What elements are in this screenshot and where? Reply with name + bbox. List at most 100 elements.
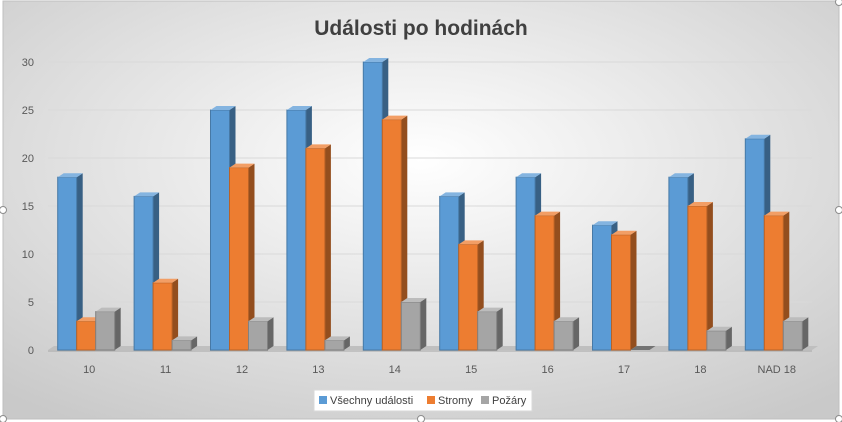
legend-label-all-events: Všechny události: [330, 395, 413, 407]
bar-front: [248, 320, 268, 351]
bar-side: [324, 144, 331, 350]
bar[interactable]: [400, 298, 427, 351]
bar-top: [592, 221, 618, 226]
bar-top: [153, 278, 179, 283]
bar-front: [668, 176, 689, 351]
bar-top: [286, 106, 312, 110]
bar[interactable]: [171, 336, 198, 351]
bar[interactable]: [152, 278, 179, 351]
bar[interactable]: [553, 317, 580, 351]
bar-top: [248, 317, 274, 322]
bar-top: [57, 173, 83, 178]
bar-side: [267, 317, 274, 350]
bar-side: [191, 336, 198, 350]
bar-front: [534, 215, 555, 351]
bar[interactable]: [706, 326, 732, 351]
bar[interactable]: [534, 211, 561, 351]
bar-side: [401, 115, 408, 350]
bar-side: [76, 173, 83, 350]
bar-side: [802, 317, 809, 350]
bar-front: [286, 109, 307, 351]
bar-front: [95, 311, 116, 351]
bar-top: [229, 163, 255, 168]
bar-top: [630, 346, 656, 350]
bar-side: [420, 298, 427, 350]
bar-side: [630, 230, 637, 350]
bar-front: [210, 109, 230, 351]
bar-side: [706, 202, 713, 350]
bar[interactable]: [477, 307, 503, 351]
bar-side: [783, 211, 790, 350]
bar-top: [706, 326, 732, 331]
bar-top: [382, 115, 408, 120]
x-tick-label: 11: [160, 364, 171, 376]
bar-top: [134, 192, 160, 197]
bar-front: [592, 224, 612, 351]
bar-side: [248, 163, 255, 350]
bar[interactable]: [381, 115, 408, 351]
bars: [57, 58, 809, 351]
bar-front: [782, 320, 803, 351]
x-tick-label: 17: [618, 364, 630, 376]
bar[interactable]: [687, 202, 713, 351]
bar[interactable]: [229, 163, 255, 351]
x-tick-label: 15: [465, 364, 477, 376]
bar-front: [515, 176, 536, 351]
bar-top: [535, 211, 561, 216]
x-tick-label: 13: [312, 364, 324, 376]
resize-handle-bottom[interactable]: [417, 415, 425, 422]
bar-front: [381, 119, 402, 351]
bar-front: [362, 61, 383, 351]
bar-front: [324, 339, 345, 351]
bar-side: [554, 211, 561, 350]
bar[interactable]: [630, 346, 656, 350]
bar[interactable]: [248, 317, 274, 351]
bar-top: [324, 336, 350, 341]
resize-handle-bottom-right[interactable]: [835, 415, 842, 422]
y-tick-label: 10: [22, 249, 34, 261]
resize-handle-right[interactable]: [835, 206, 842, 214]
bar[interactable]: [305, 144, 331, 351]
resize-handle-left[interactable]: [0, 206, 7, 214]
legend-swatch-all-events: [319, 396, 327, 404]
x-tick-label: NAD 18: [758, 364, 797, 376]
x-axis-ticks: 10 11 12 13 14 15 16 17 18 NAD 18: [83, 364, 796, 376]
resize-handle-top-right[interactable]: [835, 0, 842, 6]
legend[interactable]: Všechny události Stromy Požáry: [313, 389, 533, 412]
bar-top: [439, 192, 465, 197]
x-tick-label: 12: [236, 364, 248, 376]
legend-label-trees: Stromy: [438, 395, 473, 407]
bar-front: [763, 215, 784, 351]
bar-front: [439, 195, 460, 351]
bar-front: [744, 138, 765, 351]
bar-side: [725, 326, 732, 350]
bar[interactable]: [57, 173, 83, 351]
bar[interactable]: [95, 307, 121, 351]
y-tick-label: 15: [22, 201, 34, 213]
resize-handle-bottom-left[interactable]: [0, 415, 7, 422]
bar[interactable]: [763, 211, 790, 351]
bar-side: [496, 307, 503, 350]
bar-top: [668, 173, 694, 178]
bar-front: [400, 301, 421, 351]
x-tick-label: 10: [83, 364, 95, 376]
bar-top: [764, 211, 790, 216]
bar-side: [343, 336, 350, 350]
bar-top: [745, 134, 771, 139]
bar-side: [114, 307, 121, 350]
bar-top: [554, 317, 580, 322]
bar-top: [401, 298, 427, 302]
bar-front: [305, 147, 326, 351]
bar[interactable]: [324, 336, 350, 351]
bar[interactable]: [611, 230, 637, 351]
bar-front: [458, 243, 479, 351]
bar[interactable]: [782, 317, 809, 351]
y-tick-label: 30: [22, 57, 34, 69]
bar-front: [477, 311, 498, 351]
bar[interactable]: [744, 134, 771, 351]
legend-box: [313, 389, 533, 412]
legend-swatch-trees: [427, 396, 435, 404]
